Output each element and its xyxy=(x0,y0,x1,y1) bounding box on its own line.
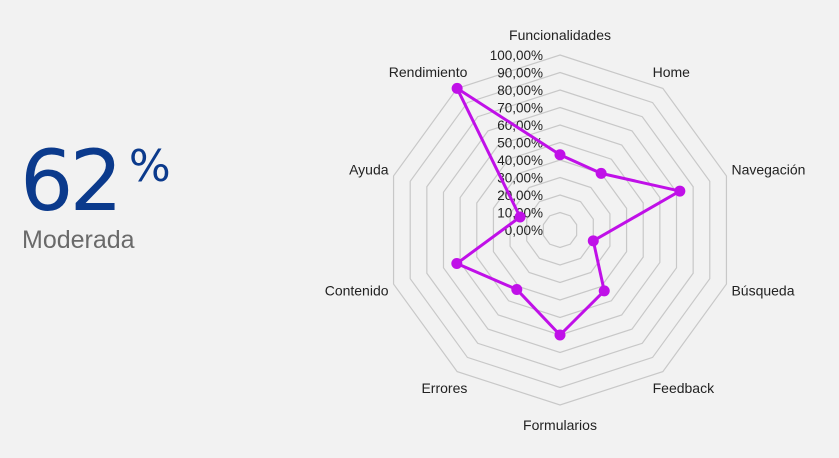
data-point xyxy=(595,167,607,179)
score-value: 62 xyxy=(20,132,123,230)
data-point xyxy=(511,283,523,295)
series-line xyxy=(455,86,682,337)
tick-label: 90,00% xyxy=(497,66,543,81)
axis-label: Búsqueda xyxy=(731,282,794,298)
data-point xyxy=(554,149,566,161)
grid-ring xyxy=(542,211,578,249)
score-line: 62% xyxy=(20,136,171,226)
grid-ring xyxy=(492,159,628,301)
grid-ring xyxy=(426,89,694,371)
data-point xyxy=(598,285,610,297)
tick-label: 80,00% xyxy=(497,83,543,98)
data-point xyxy=(451,82,463,94)
axis-label: Home xyxy=(653,64,691,80)
grid-ring xyxy=(476,141,644,319)
data-point xyxy=(554,329,566,341)
tick-label: 30,00% xyxy=(497,171,543,186)
data-point xyxy=(587,235,599,247)
data-point xyxy=(514,211,526,223)
score-summary: 62% Moderada xyxy=(20,136,171,254)
tick-label: 70,00% xyxy=(497,101,543,116)
axis-label: Navegación xyxy=(731,162,805,178)
tick-label: 40,00% xyxy=(497,153,543,168)
grid-ring xyxy=(526,194,594,266)
axis-label: Errores xyxy=(421,380,467,396)
axis-label: Contenido xyxy=(325,282,389,298)
score-label: Moderada xyxy=(22,226,135,254)
axis-label: Ayuda xyxy=(349,162,389,178)
grid-ring xyxy=(509,176,611,284)
axis-label: Rendimiento xyxy=(389,64,468,80)
grid-ring xyxy=(409,71,711,389)
tick-label: 50,00% xyxy=(497,136,543,151)
data-point xyxy=(451,258,463,270)
data-point xyxy=(674,185,686,197)
grid-ring xyxy=(392,54,728,406)
tick-label: 100,00% xyxy=(490,48,543,63)
axis-label: Feedback xyxy=(653,380,715,396)
score-unit: % xyxy=(128,141,171,192)
grid-ring xyxy=(442,106,678,354)
axis-label: Formularios xyxy=(523,417,597,433)
axis-label: Funcionalidades xyxy=(509,27,611,43)
tick-label: 20,00% xyxy=(497,188,543,203)
tick-label: 0,00% xyxy=(505,223,543,238)
